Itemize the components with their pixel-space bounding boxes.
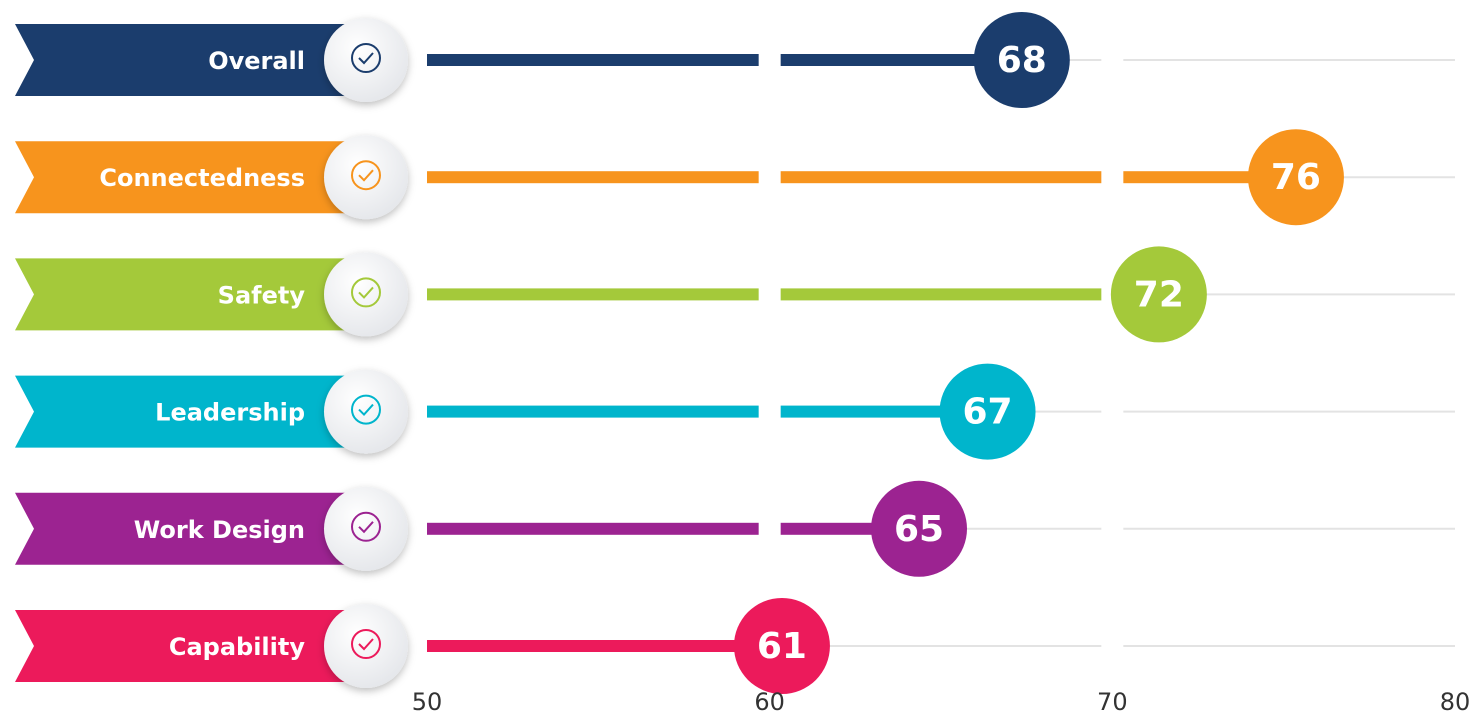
x-tick-label: 80 [1440,688,1471,716]
icon [358,169,374,182]
value-label: 61 [757,626,807,667]
label-ribbon [15,258,345,331]
value-label: 72 [1134,274,1184,315]
icon [351,511,381,542]
tick-gap [1101,636,1124,656]
value-bubble [973,12,1070,108]
label-ribbon [15,24,345,96]
tick-gap [758,401,781,422]
label-ribbon [15,141,345,214]
icon [358,403,374,417]
category-label: Capability [169,633,306,661]
bar [427,171,1318,184]
icon [351,277,381,308]
category-label: Overall [208,47,305,75]
tick-gap [1101,401,1124,422]
tick-gap [758,284,781,305]
icon [351,629,381,659]
icon [351,394,381,425]
icon [351,160,381,191]
category-label: Leadership [155,399,305,427]
value-bubble [733,598,830,694]
tick-gap [758,518,781,539]
category-label: Safety [218,281,306,309]
icon [358,286,374,299]
bar [427,405,1010,418]
icon [358,521,374,534]
tick-gap [758,50,781,70]
x-tick-label: 60 [754,688,785,716]
label-ribbon [15,492,345,565]
tick-gap [1101,167,1124,188]
value-label: 68 [997,40,1047,81]
icon [351,43,381,73]
category-label: Connectedness [99,164,305,192]
icon [358,638,374,651]
x-tick-label: 70 [1097,688,1128,716]
bar [427,640,804,652]
bar [427,522,941,535]
value-bubble [1247,129,1344,226]
value-label: 67 [962,392,1012,433]
value-label: 76 [1271,157,1321,198]
bar [427,288,1181,301]
tick-gap [1101,518,1124,539]
value-bubble [871,480,967,577]
category-label: Work Design [134,516,305,544]
value-bubble [1110,246,1207,343]
label-ribbon [15,610,345,682]
value-bubble [939,363,1036,460]
label-ribbon [15,375,345,448]
bar [427,54,1044,66]
tick-gap [758,167,781,188]
x-tick-label: 50 [412,688,443,716]
value-label: 65 [894,509,944,550]
icon [358,52,374,65]
tick-gap [1101,50,1124,70]
